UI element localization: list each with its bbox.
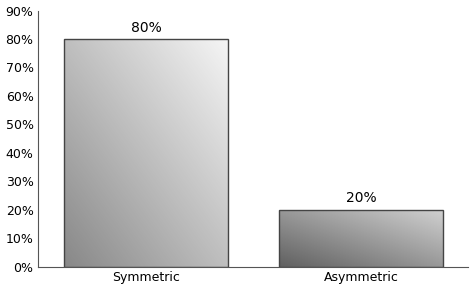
Bar: [279, 210, 443, 267]
Text: 20%: 20%: [346, 191, 376, 205]
Bar: [64, 39, 228, 267]
Text: 80%: 80%: [130, 21, 161, 35]
